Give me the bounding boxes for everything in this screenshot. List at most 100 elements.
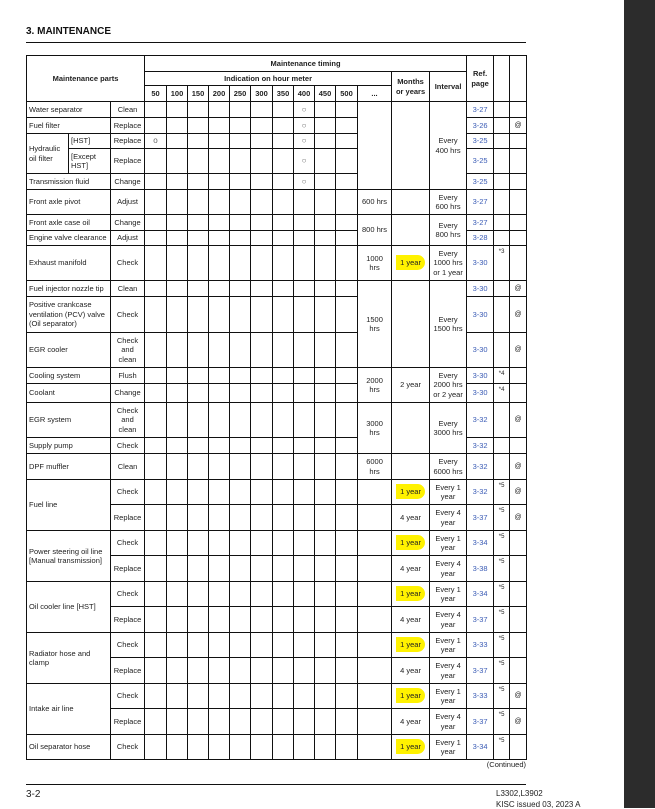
symbol-mark [509, 245, 528, 281]
hour-mark-cell [144, 437, 168, 454]
hour-mark-cell [335, 296, 359, 333]
hour-mark-cell [166, 367, 189, 384]
ref-page-link[interactable]: 3-34 [466, 581, 495, 607]
hour-mark-cell [229, 453, 252, 480]
table-row: Cooling system Flush 2000 hrs 2 year Every 2… [26, 367, 528, 403]
hour-mark-cell [229, 437, 252, 454]
action: Check [109, 245, 146, 281]
hour-mark-cell [229, 173, 252, 190]
header-symbol-column [509, 55, 528, 102]
hour-mark-cell [166, 683, 189, 709]
ref-page-link[interactable]: 3-32 [466, 402, 495, 438]
hour-mark-cell [272, 453, 295, 480]
action: Replace [109, 148, 146, 174]
ref-page-link[interactable]: 3-32 [466, 437, 495, 454]
footer-divider [26, 784, 526, 785]
ref-page-link[interactable]: 3-25 [466, 173, 495, 190]
hour-mark-cell [208, 173, 231, 190]
ref-page-link[interactable]: 3-38 [466, 555, 495, 582]
hour-interval-cell: 6000 hrs [357, 453, 393, 480]
months-cell: 4 year [391, 504, 431, 531]
hour-mark-cell [229, 117, 252, 134]
hour-mark-cell [187, 173, 210, 190]
symbol-mark [509, 367, 528, 384]
ref-page-link[interactable]: 3-33 [466, 683, 495, 709]
hour-mark-cell [187, 504, 210, 531]
ref-page-link[interactable]: 3-30 [466, 245, 495, 281]
ref-page-link[interactable]: 3-37 [466, 657, 495, 684]
hour-mark-cell [208, 383, 231, 403]
ref-page-link[interactable]: 3-33 [466, 632, 495, 658]
issue-label: KISC issued 03, 2023 A [496, 800, 581, 809]
ref-page-link[interactable]: 3-26 [466, 117, 495, 134]
footnote-mark [493, 101, 511, 118]
hour-mark-cell [208, 402, 231, 438]
months-text: 2 year [400, 380, 421, 390]
hour-mark-cell [208, 734, 231, 760]
ref-page-link[interactable]: 3-25 [466, 133, 495, 149]
ref-page-link[interactable]: 3-34 [466, 530, 495, 556]
ref-page-link[interactable]: 3-27 [466, 101, 495, 118]
interval-cell: Every 1 year [429, 683, 468, 709]
months-cell: 4 year [391, 606, 431, 633]
highlighted-months: 1 year [396, 484, 425, 500]
hour-mark-cell [187, 189, 210, 215]
ref-page-link[interactable]: 3-34 [466, 734, 495, 760]
hour-mark-cell [293, 402, 316, 438]
hour-mark-cell [166, 606, 189, 633]
ref-page-link[interactable]: 3-30 [466, 280, 495, 297]
hour-mark-cell [335, 504, 359, 531]
action: Change [109, 383, 146, 403]
hour-mark-cell [293, 367, 316, 384]
months-cell: 1 year [391, 734, 431, 760]
footnote-mark [493, 189, 511, 215]
hour-mark-cell [272, 606, 295, 633]
hour-mark-cell [314, 332, 337, 368]
table-row: Positive crankcase ventilation (PCV) val… [26, 296, 528, 333]
hour-mark-cell [208, 245, 231, 281]
ref-page-link[interactable]: 3-37 [466, 606, 495, 633]
header-hour-more: ... [357, 85, 393, 102]
hour-mark-cell [208, 708, 231, 735]
footnote-mark: *5 [493, 479, 511, 505]
hour-mark-cell: ○ [293, 173, 316, 190]
hour-mark-cell [272, 683, 295, 709]
hour-mark-cell [187, 133, 210, 149]
ref-page-link[interactable]: 3-30 [466, 367, 495, 384]
ref-page-link[interactable]: 3-28 [466, 230, 495, 246]
ref-page-link[interactable]: 3-30 [466, 296, 495, 333]
ref-page-link[interactable]: 3-32 [466, 479, 495, 505]
hour-mark-cell [187, 683, 210, 709]
ref-page-link[interactable]: 3-25 [466, 148, 495, 174]
hour-interval-cell: 1000 hrs [357, 245, 393, 281]
hour-interval-cell [357, 555, 393, 582]
hour-mark-cell [314, 734, 337, 760]
hour-mark-cell [293, 383, 316, 403]
hour-mark-cell [166, 437, 189, 454]
ref-page-link[interactable]: 3-27 [466, 214, 495, 231]
table-row: Radiator hose and clamp Check 1 year Every … [26, 632, 528, 684]
hour-mark-cell [187, 734, 210, 760]
action: Clean [109, 453, 146, 480]
hour-interval-cell: 800 hrs [357, 214, 393, 246]
hour-mark-cell [229, 734, 252, 760]
footnote-mark [493, 296, 511, 333]
ref-page-link[interactable]: 3-27 [466, 189, 495, 215]
table-row: Water separator Clean ○ Every 400 hrs 3-27 [26, 101, 528, 190]
footnote-mark [493, 402, 511, 438]
ref-page-link[interactable]: 3-37 [466, 708, 495, 735]
ref-page-link[interactable]: 3-37 [466, 504, 495, 531]
symbol-mark: @ [509, 402, 528, 438]
header-hour-50: 50 [144, 85, 168, 102]
hour-mark-cell [272, 657, 295, 684]
ref-page-link[interactable]: 3-30 [466, 332, 495, 368]
hour-mark-cell [272, 530, 295, 556]
highlighted-months: 1 year [396, 688, 425, 704]
ref-page-link[interactable]: 3-32 [466, 453, 495, 480]
hour-mark-cell [208, 189, 231, 215]
ref-page-link[interactable]: 3-30 [466, 383, 495, 403]
hour-interval-cell [357, 606, 393, 633]
hour-mark-cell [250, 148, 274, 174]
hour-mark-cell [272, 708, 295, 735]
table-row: Replace 4 year Every 4 year 3-37 *5 [27, 657, 528, 684]
